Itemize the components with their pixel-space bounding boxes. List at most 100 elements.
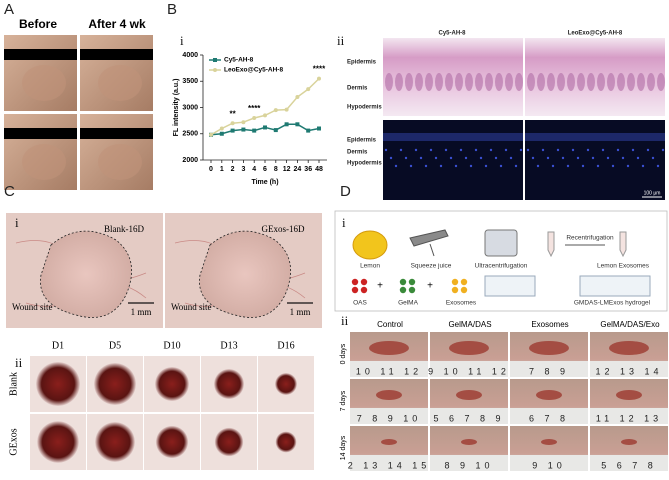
sub-label: i [180,33,184,48]
component-icon [399,278,407,286]
cheek [98,144,142,180]
fl-dot [444,148,448,152]
fl-dot [489,148,493,152]
eye-bar [4,49,77,60]
fl-dot [601,148,605,152]
sub-label: ii [15,355,23,370]
row-label: 14 days [340,435,347,460]
component-icon [408,286,416,294]
he-cells [607,73,615,91]
wound-outline [40,230,132,318]
fl-band [525,133,665,141]
y-tick-label: 3500 [182,78,198,85]
scale-bar-label: 100 μm [644,190,661,196]
ruler-numbers: 8 9 10 [444,460,493,470]
component-icon [451,278,459,286]
fl-dot [394,164,398,168]
he-cells [495,73,503,91]
fl-dot [646,148,650,152]
component-icon [408,278,416,286]
lemon-icon [352,230,388,260]
data-point [230,128,235,133]
y-axis-label: FL intensity (a.u.) [173,79,180,137]
fl-dot [551,164,555,168]
ruler-numbers: 6 7 8 [529,413,569,423]
fl-dot [546,156,550,160]
hydrogel-icon [484,275,536,297]
data-point [241,127,246,132]
wound [621,439,637,445]
layer-label: Dermis [347,86,368,92]
ruler-numbers: 9 10 11 12 [428,366,510,376]
fl-dot [661,148,665,152]
wound [456,390,482,400]
wound [214,427,244,457]
he-cells [617,73,625,91]
he-cells [455,73,463,91]
fl-dot [439,164,443,168]
wound [155,367,189,401]
cheek [98,65,142,101]
ruler-numbers: 7 8 9 10 [357,413,422,423]
fl-dot [454,164,458,168]
eye-bar [80,128,153,139]
x-tick-label: 0 [209,166,213,173]
column-label: Control [377,320,403,329]
layer-label: Hypodermis [347,161,382,167]
legend-marker [213,58,217,62]
component-icon [351,278,359,286]
wound [275,373,297,395]
fl-dot [484,164,488,168]
eye-bar [80,49,153,60]
fl-dot [429,148,433,152]
wound [275,431,297,453]
component-icon [360,278,368,286]
x-axis-label: Time (h) [251,179,278,186]
fl-dot [419,156,423,160]
fl-dot [576,156,580,160]
layer-label: Epidermis [347,138,377,144]
wound [449,341,489,355]
panel-letter: C [4,183,15,200]
caption: After 4 wk [88,17,146,31]
wound [541,439,557,445]
row-label: Blank [8,372,19,396]
wound [214,369,244,399]
wound [94,363,136,405]
wound [36,362,80,406]
layer-label: Hypodermis [347,105,382,111]
ruler [350,455,428,471]
ruler-numbers: 11 12 13 [596,413,662,423]
he-cells [515,73,523,91]
he-cells [405,73,413,91]
fl-dot [591,156,595,160]
component-label: GelMA [398,300,419,307]
column-label: D16 [277,340,294,351]
row-label: 7 days [340,390,347,411]
column-label: D10 [163,340,180,351]
cheek [22,144,66,180]
fl-band [383,133,523,141]
fl-dot [531,156,535,160]
fl-dot [519,148,523,152]
fl-dot [556,148,560,152]
legend-marker [213,68,217,72]
he-cells [385,73,393,91]
data-point [219,131,224,136]
sub-label: i [342,215,346,230]
he-cells [597,73,605,91]
tube-icon [547,231,627,258]
fl-dot [464,156,468,160]
column-label: D5 [109,340,121,351]
wound [536,390,562,400]
fl-dot [389,156,393,160]
x-tick-label: 12 [283,166,291,173]
step-label: Lemon Exosomes [597,263,650,270]
data-point [273,128,278,133]
component-label: OAS [353,300,367,307]
data-point [295,95,300,99]
fl-dot [541,148,545,152]
he-cells [475,73,483,91]
eye-bar [4,128,77,139]
column-label: D1 [52,340,64,351]
